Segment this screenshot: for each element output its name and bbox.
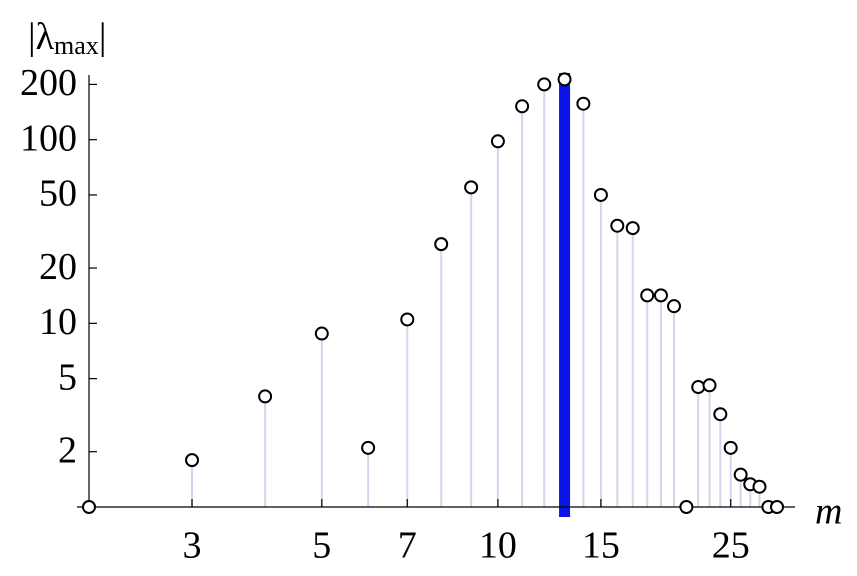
marker xyxy=(752,479,767,494)
highlight-bar xyxy=(559,73,571,517)
y-tick-label: 200 xyxy=(20,62,77,104)
marker xyxy=(185,453,200,468)
marker xyxy=(625,221,640,236)
y-tick-label: 10 xyxy=(39,301,77,343)
marker xyxy=(576,96,591,111)
marker xyxy=(314,326,329,341)
marker xyxy=(702,378,717,393)
y-axis-label: |λmax| xyxy=(28,16,106,60)
x-tick-label: 5 xyxy=(312,525,331,567)
y-tick-label: 2 xyxy=(58,429,77,471)
marker xyxy=(515,99,530,114)
x-tick-label: 25 xyxy=(712,525,750,567)
marker xyxy=(82,500,96,514)
x-tick-label: 3 xyxy=(183,525,202,567)
y-tick-label: 20 xyxy=(39,246,77,288)
y-label-close: | xyxy=(99,16,107,58)
y-tick-label: 100 xyxy=(20,117,77,159)
marker xyxy=(361,440,376,455)
marker xyxy=(464,180,479,195)
marker xyxy=(610,218,625,233)
marker xyxy=(679,500,694,514)
marker xyxy=(770,500,785,514)
y-label-sub: max xyxy=(54,31,99,60)
marker xyxy=(667,299,682,314)
marker xyxy=(490,134,505,149)
y-tick-label: 5 xyxy=(58,356,77,398)
y-tick-label: 50 xyxy=(39,173,77,215)
marker xyxy=(653,288,668,303)
marker xyxy=(733,467,748,482)
marker xyxy=(400,312,415,327)
marker xyxy=(434,237,449,252)
marker xyxy=(557,72,572,87)
marker xyxy=(593,187,608,202)
y-label-main: |λ xyxy=(28,16,55,58)
marker xyxy=(258,389,273,404)
marker xyxy=(723,440,738,455)
marker xyxy=(640,288,655,303)
x-tick-label: 15 xyxy=(582,525,620,567)
x-tick-label: 7 xyxy=(398,525,417,567)
marker xyxy=(691,380,706,395)
x-axis-label: m xyxy=(815,491,842,533)
x-tick-label: 10 xyxy=(479,525,517,567)
marker xyxy=(537,77,552,92)
marker xyxy=(713,407,728,422)
